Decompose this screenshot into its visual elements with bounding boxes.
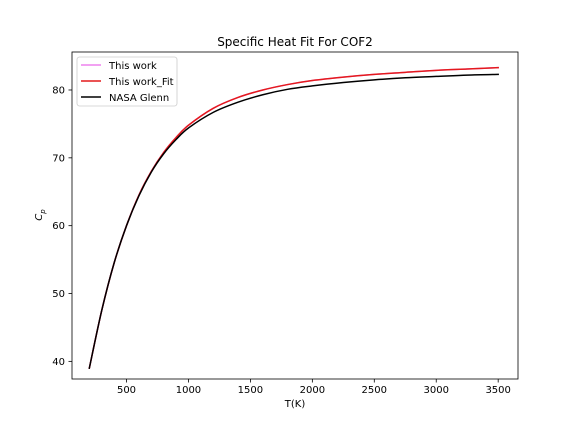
y-axis-ticks: 40 50 60 70 80 — [52, 85, 72, 368]
y-tick-label: 60 — [52, 221, 65, 232]
y-tick-label: 70 — [52, 153, 65, 164]
y-tick-label: 50 — [52, 289, 65, 300]
x-tick-label: 500 — [117, 385, 136, 396]
x-tick-label: 3000 — [424, 385, 449, 396]
x-tick-label: 2000 — [300, 385, 325, 396]
x-tick-label: 3500 — [485, 385, 510, 396]
y-tick-label: 40 — [52, 357, 65, 368]
legend-label-this-work: This work — [108, 61, 157, 72]
y-axis-label-sub: p — [39, 209, 47, 215]
series-lines — [88, 66, 499, 370]
y-axis-label-main: C — [34, 214, 45, 221]
x-axis-label: T(K) — [284, 399, 306, 410]
x-tick-label: 1000 — [176, 385, 201, 396]
legend-label-this-work-fit: This work_Fit — [108, 77, 174, 88]
series-line-nasa-glenn — [88, 73, 499, 370]
x-axis-ticks: 500 1000 1500 2000 2500 3000 3500 — [117, 379, 511, 396]
y-axis-label: Cp — [34, 209, 47, 221]
y-tick-label: 80 — [52, 85, 65, 96]
x-tick-label: 2500 — [362, 385, 387, 396]
chart-title: Specific Heat Fit For COF2 — [217, 35, 373, 49]
legend: This work This work_Fit NASA Glenn — [76, 56, 178, 107]
plot-frame — [71, 51, 519, 380]
legend-box — [76, 56, 178, 107]
legend-label-nasa-glenn: NASA Glenn — [109, 93, 169, 104]
x-tick-label: 1500 — [238, 385, 263, 396]
